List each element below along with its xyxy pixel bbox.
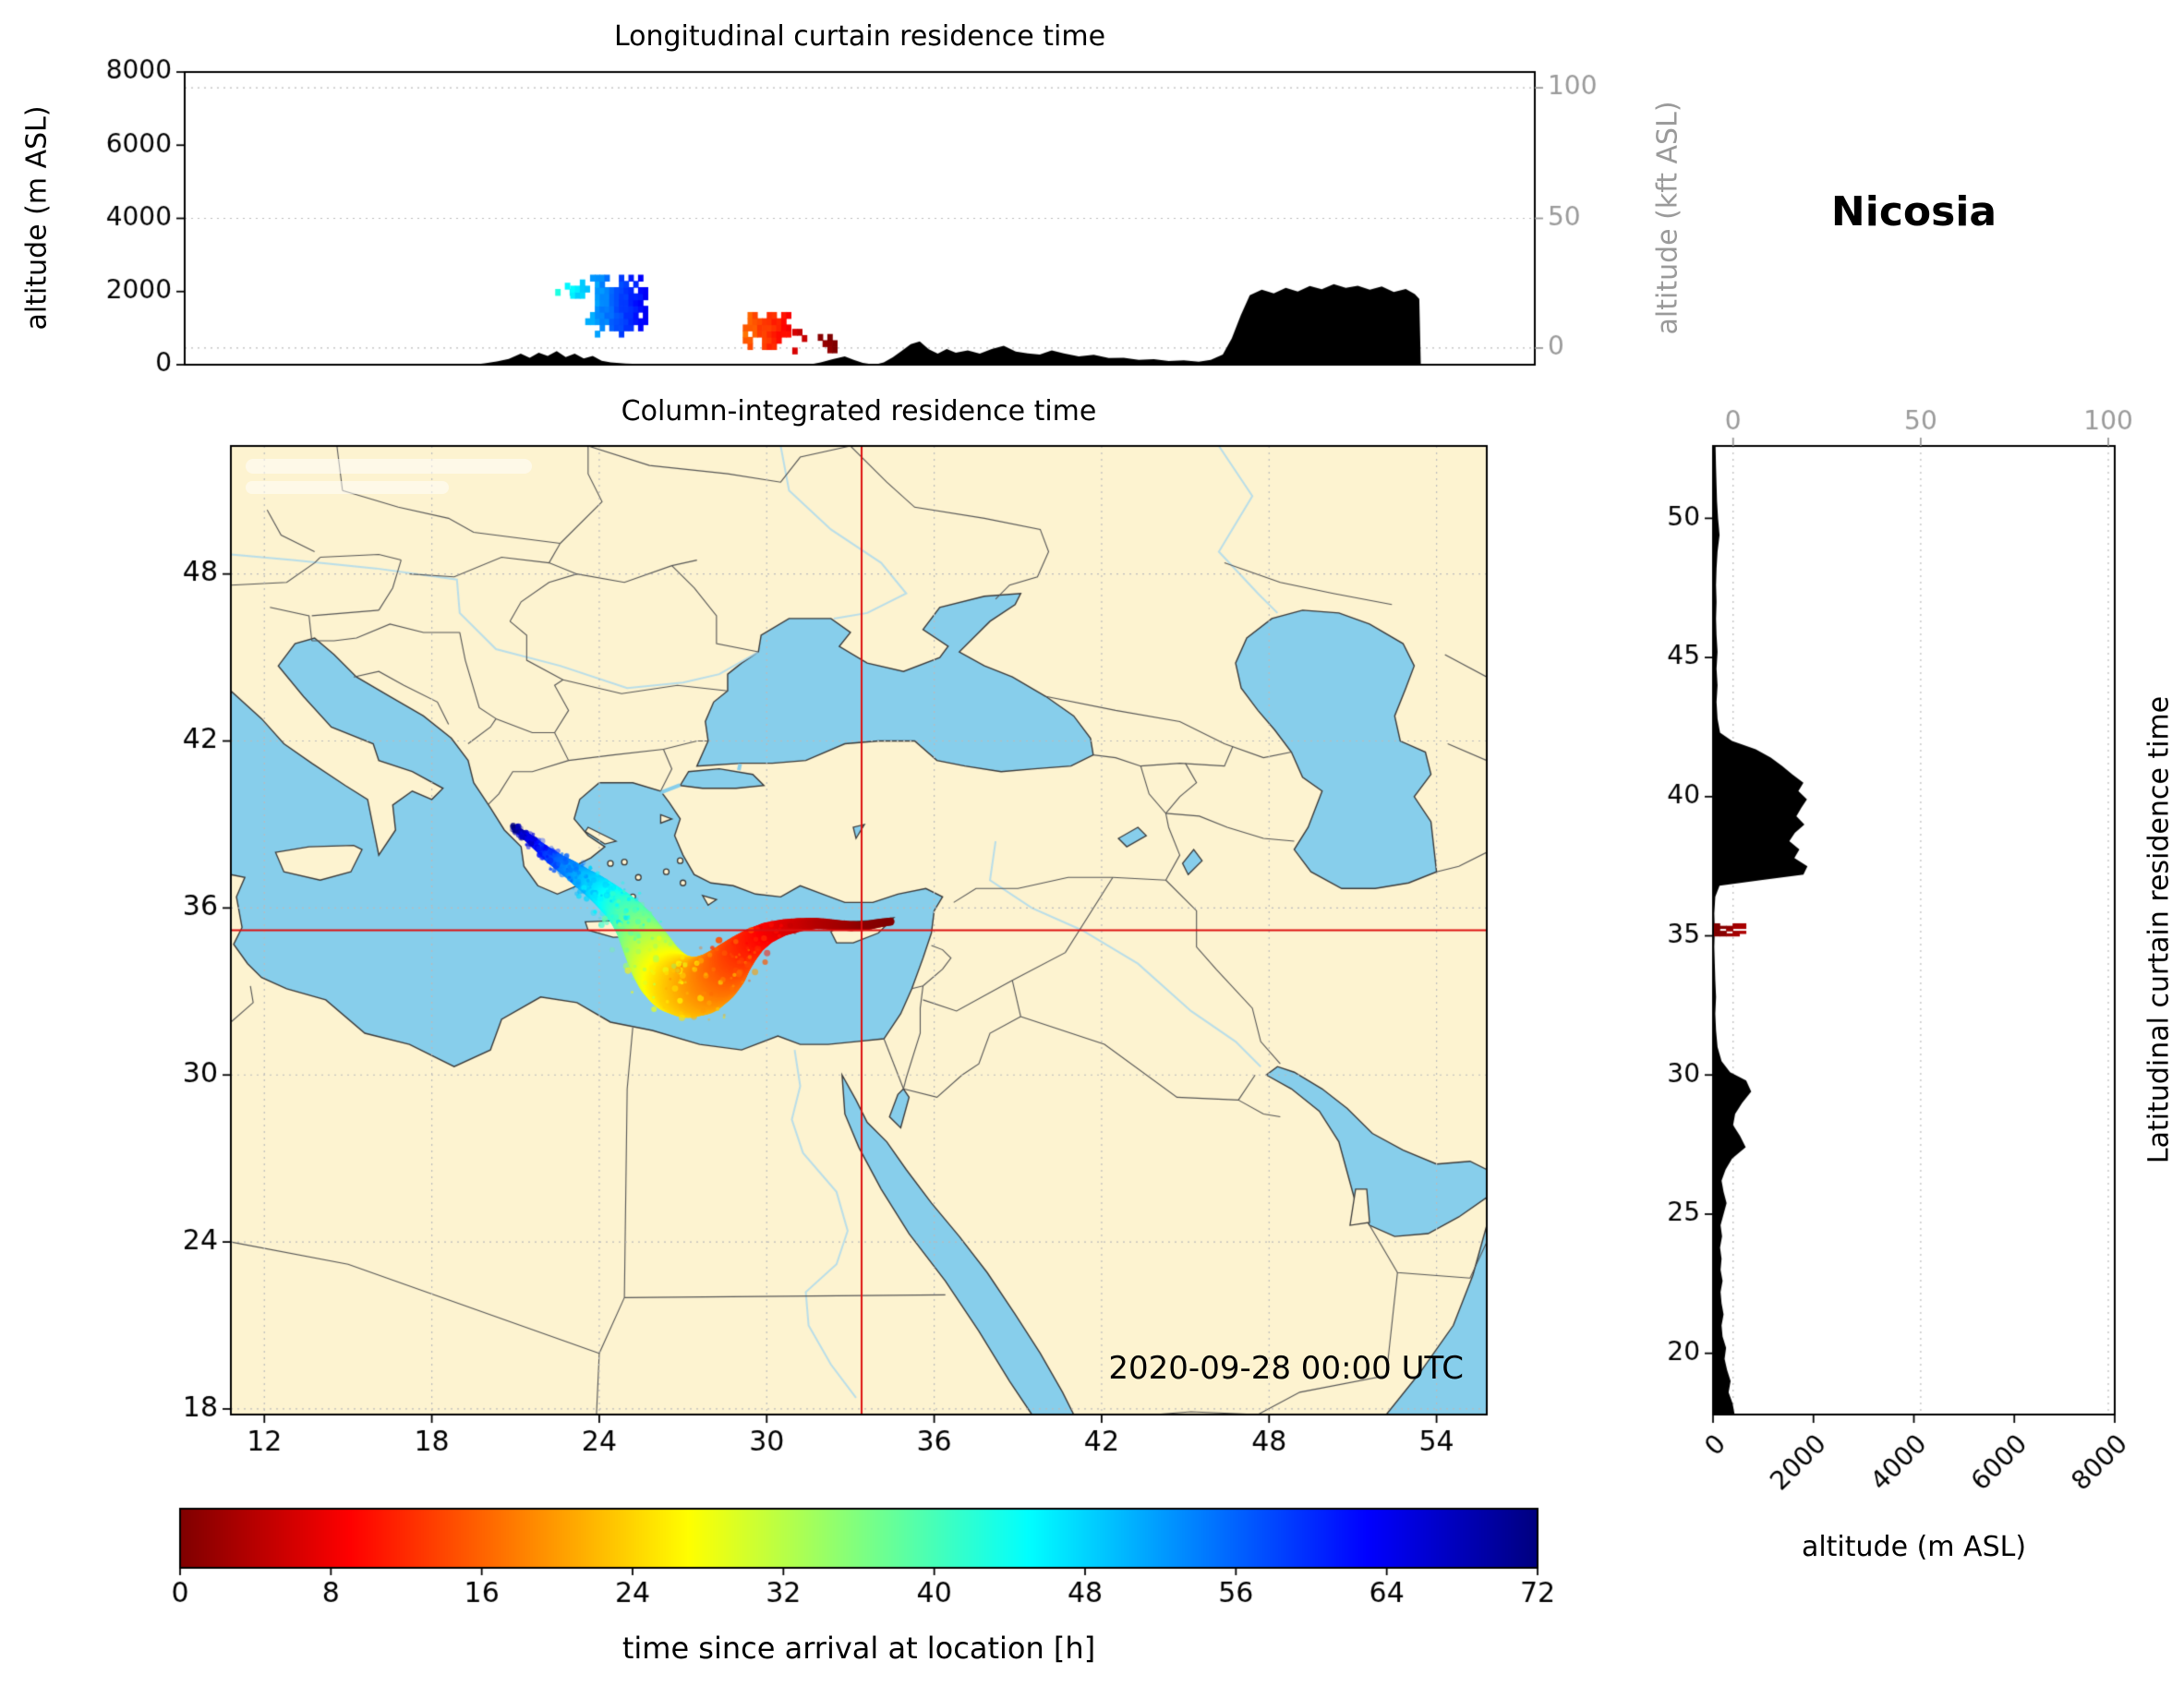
receptor-title: Nicosia xyxy=(1830,188,1997,235)
map-title: Column-integrated residence time xyxy=(621,395,1097,428)
timestamp-label: 2020-09-28 00:00 UTC xyxy=(1108,1350,1464,1387)
right-panel-xlabel: altitude (m ASL) xyxy=(1801,1531,2027,1563)
right-panel-title: Latitudinal curtain residence time xyxy=(2142,695,2176,1164)
watermark-line-2 xyxy=(246,481,449,494)
watermark-line-1 xyxy=(246,459,532,474)
top-panel-right-ylabel: altitude (kft ASL) xyxy=(1651,101,1684,335)
top-panel-ylabel: altitude (m ASL) xyxy=(20,105,54,331)
colorbar-label: time since arrival at location [h] xyxy=(621,1631,1096,1666)
top-panel-title: Longitudinal curtain residence time xyxy=(613,20,1106,53)
